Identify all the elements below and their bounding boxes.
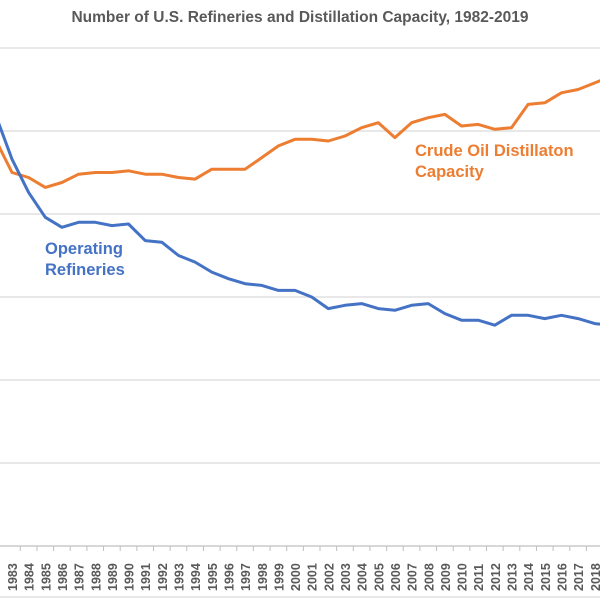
x-tick-label: 2017 bbox=[572, 563, 586, 591]
x-tick-label: 1990 bbox=[123, 563, 137, 591]
x-tick-label: 2003 bbox=[339, 563, 353, 591]
x-tick-label: 2008 bbox=[422, 563, 436, 591]
x-tick-label: 1988 bbox=[89, 563, 103, 591]
x-tick-label: 1997 bbox=[239, 563, 253, 591]
refineries-line bbox=[0, 122, 600, 327]
x-tick-label: 2010 bbox=[456, 563, 470, 591]
x-tick-label: 2015 bbox=[539, 563, 553, 591]
x-tick-label: 2016 bbox=[555, 563, 569, 591]
x-tick-label: 1993 bbox=[173, 563, 187, 591]
x-tick-label: 1987 bbox=[73, 563, 87, 591]
x-tick-label: 1985 bbox=[39, 563, 53, 591]
x-tick-label: 2013 bbox=[506, 563, 520, 591]
capacity-line bbox=[0, 79, 600, 189]
x-tick-label: 2006 bbox=[389, 563, 403, 591]
x-tick-label: 2012 bbox=[489, 563, 503, 591]
x-tick-label: 1986 bbox=[56, 563, 70, 591]
x-tick-label: 2005 bbox=[372, 563, 386, 591]
x-tick-label: 2009 bbox=[439, 563, 453, 591]
x-tick-label: 2007 bbox=[406, 563, 420, 591]
x-tick-label: 2014 bbox=[522, 563, 536, 591]
x-tick-label: 1991 bbox=[139, 563, 153, 591]
x-tick-label: 2011 bbox=[472, 564, 486, 591]
x-tick-label: 1989 bbox=[106, 563, 120, 591]
x-tick-label: 2018 bbox=[589, 563, 600, 591]
x-tick-label: 1983 bbox=[6, 563, 20, 591]
x-tick-label: 2002 bbox=[322, 563, 336, 591]
x-tick-label: 1995 bbox=[206, 563, 220, 591]
chart-title: Number of U.S. Refineries and Distillati… bbox=[71, 9, 529, 26]
x-tick-label: 2004 bbox=[356, 563, 370, 591]
x-tick-label: 2001 bbox=[306, 563, 320, 591]
x-tick-label: 1999 bbox=[272, 563, 286, 591]
series-label-capacity: Crude Oil Distillaton Capacity bbox=[415, 142, 574, 181]
x-tick-label: 1998 bbox=[256, 563, 270, 591]
series-label-refineries: Operating Refineries bbox=[45, 240, 125, 279]
x-tick-label: 1992 bbox=[156, 563, 170, 591]
x-tick-label: 1984 bbox=[23, 563, 37, 591]
x-tick-label: 1996 bbox=[222, 563, 236, 591]
x-tick-label: 2000 bbox=[289, 563, 303, 591]
x-tick-label: 1994 bbox=[189, 563, 203, 591]
